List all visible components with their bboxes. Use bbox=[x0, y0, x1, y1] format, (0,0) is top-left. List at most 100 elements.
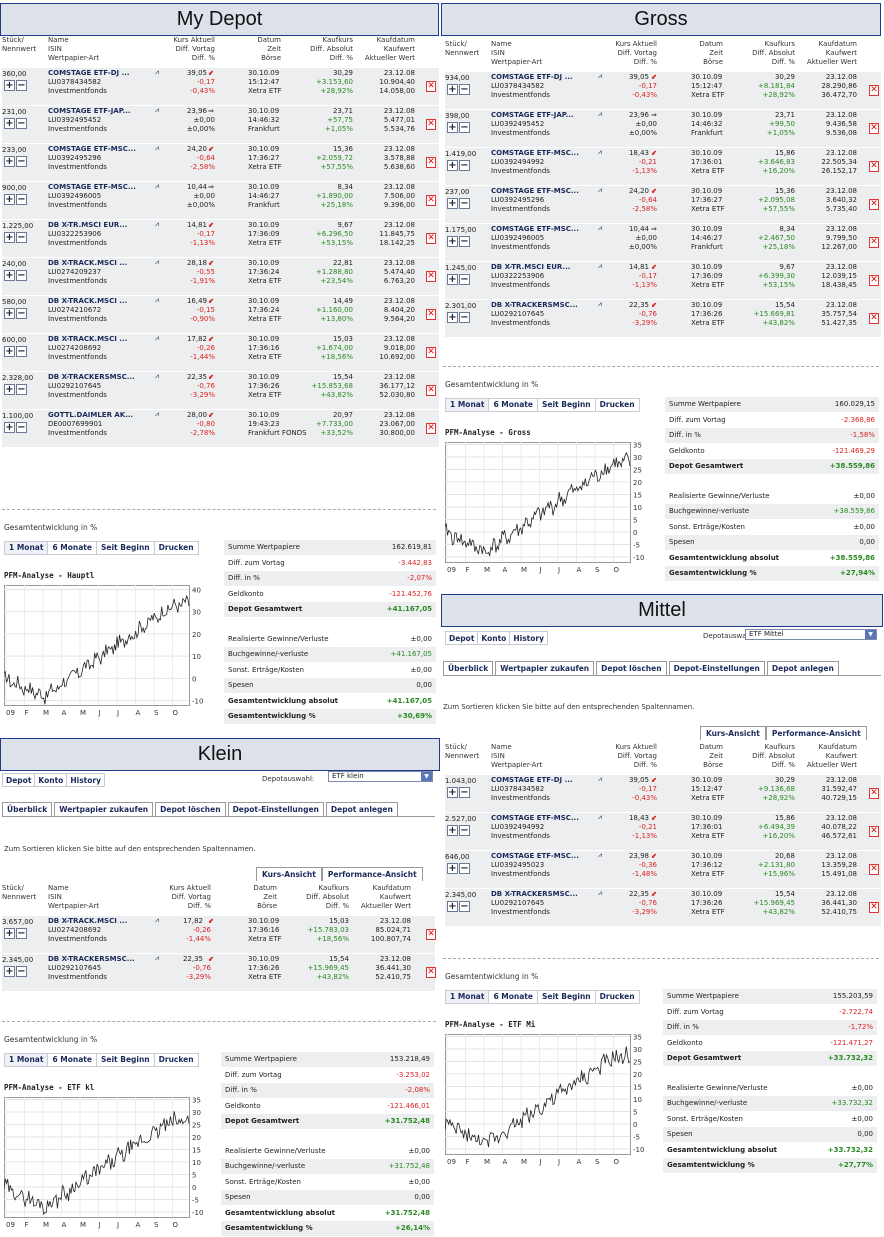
chart-icon[interactable]: ⩘ bbox=[598, 72, 602, 80]
tab-t1[interactable]: 1 Monat bbox=[445, 990, 490, 1004]
column-header-kd2[interactable]: Kaufwert bbox=[825, 49, 857, 57]
plus-button[interactable]: + bbox=[4, 118, 15, 129]
delete-icon[interactable]: ✕ bbox=[426, 119, 436, 130]
chart-icon[interactable]: ⩘ bbox=[155, 258, 159, 266]
column-header-kurs3[interactable]: Diff. % bbox=[191, 54, 215, 62]
plus-button[interactable]: + bbox=[447, 198, 458, 209]
column-header-boerse[interactable]: Börse bbox=[703, 58, 723, 66]
delete-icon[interactable]: ✕ bbox=[869, 161, 879, 172]
tab-anlegen[interactable]: Depot anlegen bbox=[325, 802, 398, 816]
plus-button[interactable]: + bbox=[447, 160, 458, 171]
plus-button[interactable]: + bbox=[447, 901, 458, 912]
column-header-nennwert[interactable]: Nennwert bbox=[445, 752, 480, 760]
column-header-isin[interactable]: ISIN bbox=[491, 752, 505, 760]
chart-icon[interactable]: ⩘ bbox=[155, 220, 159, 228]
nav-history[interactable]: History bbox=[66, 773, 105, 787]
column-header-name[interactable]: Name bbox=[48, 884, 69, 892]
minus-button[interactable]: − bbox=[16, 156, 27, 167]
column-header-kurs2[interactable]: Diff. Vortag bbox=[175, 45, 216, 53]
tab-t3[interactable]: Seit Beginn bbox=[536, 398, 596, 412]
column-header-kurs1[interactable]: Kurs Aktuell bbox=[169, 884, 211, 892]
depot-select-mittel[interactable]: ETF Mittel ▼ bbox=[745, 629, 877, 640]
delete-icon[interactable]: ✕ bbox=[426, 929, 436, 940]
tab-t3[interactable]: Seit Beginn bbox=[536, 990, 596, 1004]
plus-button[interactable]: + bbox=[447, 84, 458, 95]
chart-icon[interactable]: ⩘ bbox=[155, 144, 159, 152]
column-header-kurs2[interactable]: Diff. Vortag bbox=[617, 49, 658, 57]
column-header-kk1[interactable]: Kaufkurs bbox=[764, 40, 795, 48]
minus-button[interactable]: − bbox=[16, 118, 27, 129]
column-header-kk1[interactable]: Kaufkurs bbox=[318, 884, 349, 892]
delete-icon[interactable]: ✕ bbox=[869, 902, 879, 913]
column-header-isin[interactable]: ISIN bbox=[48, 893, 62, 901]
minus-button[interactable]: − bbox=[16, 270, 27, 281]
chart-icon[interactable]: ⩘ bbox=[155, 296, 159, 304]
column-header-datum[interactable]: Datum bbox=[257, 36, 281, 44]
minus-button[interactable]: − bbox=[459, 787, 470, 798]
chart-icon[interactable]: ⩘ bbox=[598, 851, 602, 859]
delete-icon[interactable]: ✕ bbox=[869, 788, 879, 799]
minus-button[interactable]: − bbox=[16, 966, 27, 977]
delete-icon[interactable]: ✕ bbox=[426, 81, 436, 92]
minus-button[interactable]: − bbox=[16, 232, 27, 243]
minus-button[interactable]: − bbox=[459, 274, 470, 285]
delete-icon[interactable]: ✕ bbox=[869, 85, 879, 96]
delete-icon[interactable]: ✕ bbox=[869, 123, 879, 134]
minus-button[interactable]: − bbox=[16, 346, 27, 357]
column-header-kd1[interactable]: Kaufdatum bbox=[376, 36, 415, 44]
tab-anlegen[interactable]: Depot anlegen bbox=[766, 661, 839, 675]
chart-icon[interactable]: ⩘ bbox=[598, 224, 602, 232]
tab-t1[interactable]: 1 Monat bbox=[4, 1053, 49, 1067]
column-header-kd2[interactable]: Kaufwert bbox=[825, 752, 857, 760]
minus-button[interactable]: − bbox=[459, 312, 470, 323]
chart-icon[interactable]: ⩘ bbox=[155, 68, 159, 76]
minus-button[interactable]: − bbox=[16, 80, 27, 91]
column-header-nennwert[interactable]: Nennwert bbox=[2, 45, 37, 53]
column-header-kd3[interactable]: Aktueller Wert bbox=[360, 902, 411, 910]
column-header-kd2[interactable]: Kaufwert bbox=[383, 45, 415, 53]
minus-button[interactable]: − bbox=[16, 384, 27, 395]
tab-performance-ansicht[interactable]: Performance-Ansicht bbox=[765, 726, 867, 740]
delete-icon[interactable]: ✕ bbox=[869, 237, 879, 248]
nav-history[interactable]: History bbox=[509, 631, 548, 645]
delete-icon[interactable]: ✕ bbox=[426, 157, 436, 168]
column-header-kk2[interactable]: Diff. Absolut bbox=[752, 49, 795, 57]
column-header-kk2[interactable]: Diff. Absolut bbox=[310, 45, 353, 53]
tab-t4[interactable]: Drucken bbox=[594, 398, 640, 412]
plus-button[interactable]: + bbox=[4, 966, 15, 977]
tab-t2[interactable]: 6 Monate bbox=[488, 990, 538, 1004]
column-header-stueck[interactable]: Stück/ bbox=[2, 884, 24, 892]
delete-icon[interactable]: ✕ bbox=[426, 233, 436, 244]
delete-icon[interactable]: ✕ bbox=[869, 275, 879, 286]
delete-icon[interactable]: ✕ bbox=[869, 826, 879, 837]
plus-button[interactable]: + bbox=[4, 194, 15, 205]
plus-button[interactable]: + bbox=[4, 308, 15, 319]
minus-button[interactable]: − bbox=[459, 863, 470, 874]
chart-icon[interactable]: ⩘ bbox=[155, 916, 159, 924]
tab-t1[interactable]: 1 Monat bbox=[4, 541, 49, 555]
tab-t4[interactable]: Drucken bbox=[153, 1053, 199, 1067]
minus-button[interactable]: − bbox=[16, 194, 27, 205]
column-header-kk3[interactable]: Diff. % bbox=[325, 902, 349, 910]
plus-button[interactable]: + bbox=[4, 156, 15, 167]
delete-icon[interactable]: ✕ bbox=[869, 313, 879, 324]
column-header-nennwert[interactable]: Nennwert bbox=[445, 49, 480, 57]
chart-icon[interactable]: ⩘ bbox=[155, 334, 159, 342]
tab-t3[interactable]: Seit Beginn bbox=[95, 1053, 155, 1067]
plus-button[interactable]: + bbox=[447, 274, 458, 285]
column-header-kurs2[interactable]: Diff. Vortag bbox=[617, 752, 658, 760]
delete-icon[interactable]: ✕ bbox=[426, 385, 436, 396]
plus-button[interactable]: + bbox=[4, 422, 15, 433]
tab-kurs-ansicht[interactable]: Kurs-Ansicht bbox=[256, 867, 322, 881]
column-header-kd3[interactable]: Aktueller Wert bbox=[364, 54, 415, 62]
column-header-zeit[interactable]: Zeit bbox=[709, 752, 723, 760]
plus-button[interactable]: + bbox=[4, 270, 15, 281]
tab-zukaufen[interactable]: Wertpapier zukaufen bbox=[495, 661, 595, 675]
minus-button[interactable]: − bbox=[459, 160, 470, 171]
chart-icon[interactable]: ⩘ bbox=[598, 775, 602, 783]
minus-button[interactable]: − bbox=[459, 84, 470, 95]
tab-loeschen[interactable]: Depot löschen bbox=[596, 661, 667, 675]
tab-performance-ansicht[interactable]: Performance-Ansicht bbox=[321, 867, 423, 881]
minus-button[interactable]: − bbox=[16, 422, 27, 433]
minus-button[interactable]: − bbox=[16, 928, 27, 939]
